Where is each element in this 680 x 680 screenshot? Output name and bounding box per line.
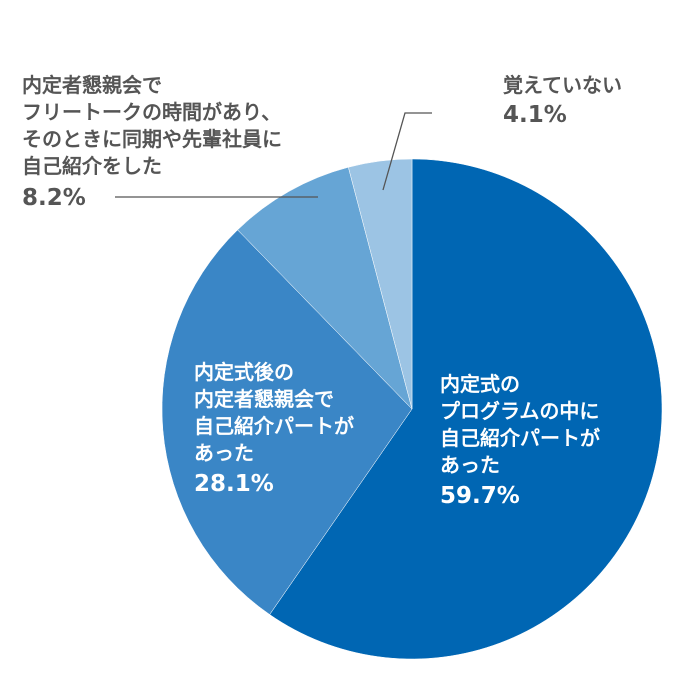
pie-slice-2 [237,166,413,410]
leader-line-4-1 [382,112,432,191]
slice-label-3: 覚えていない 4.1% [503,73,629,128]
slice-label-1: 内定式後の 内定者懇親会で 自己紹介パートが あった 28.1% [194,360,361,497]
slice-label-2: 内定者懇親会で フリートークの時間があり、 そのときに同期や先輩社員に 自己紹介… [22,73,289,211]
slice-label-0: 内定式の プログラムの中に 自己紹介パートが あった 59.7% [440,372,607,509]
pie-slice-1 [161,229,413,615]
pie-slice-0 [269,158,663,660]
pie-slice-3 [348,158,413,410]
